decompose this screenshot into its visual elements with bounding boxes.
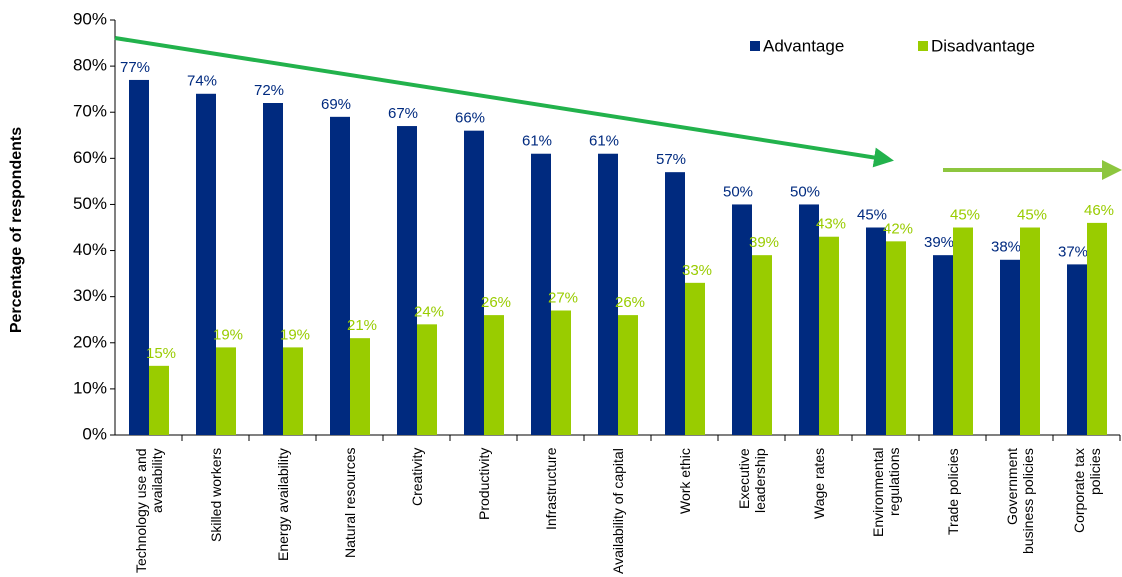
bar — [149, 365, 169, 435]
x-tick-label: Trade policies — [944, 448, 961, 535]
value-label: 19% — [280, 326, 310, 343]
x-tick-label: Creativity — [408, 448, 425, 507]
trend-arrow — [114, 36, 894, 168]
bar — [129, 79, 149, 435]
x-tick-label: Energy availability — [274, 448, 291, 561]
x-tick-label: Environmental regulations — [869, 448, 902, 538]
x-tick-label: Corporate tax policies — [1070, 448, 1103, 533]
value-label: 42% — [883, 220, 913, 237]
value-label: 45% — [857, 206, 887, 223]
value-label: 24% — [414, 303, 444, 320]
y-tick-label: 50% — [73, 194, 107, 213]
x-tick-label: Availability of capital — [609, 448, 626, 574]
bar — [1087, 222, 1107, 435]
bar — [397, 126, 417, 436]
value-label: 66% — [455, 110, 485, 127]
bar — [263, 103, 283, 435]
x-tick-label: Infrastructure — [542, 448, 559, 531]
y-tick-label: 70% — [73, 102, 107, 121]
value-label: 43% — [816, 216, 846, 233]
bar — [685, 282, 705, 435]
y-tick-label: 90% — [73, 9, 107, 28]
value-label: 38% — [991, 239, 1021, 256]
legend-swatch — [918, 41, 928, 51]
value-label: 39% — [924, 234, 954, 251]
bar — [484, 315, 504, 435]
y-tick-label: 10% — [73, 378, 107, 397]
value-label: 27% — [548, 289, 578, 306]
bar — [799, 204, 819, 435]
value-label: 21% — [347, 317, 377, 334]
legend-label: Advantage — [763, 36, 844, 55]
bar — [1067, 264, 1087, 435]
x-tick-label: Productivity — [475, 448, 492, 521]
bar — [216, 347, 236, 435]
bar — [819, 236, 839, 435]
bar — [953, 227, 973, 435]
bar — [551, 310, 571, 435]
x-tick-label: Government business policies — [1003, 448, 1036, 554]
bar — [732, 204, 752, 435]
value-label: 69% — [321, 96, 351, 113]
bar — [330, 116, 350, 435]
value-label: 37% — [1058, 243, 1088, 260]
value-label: 45% — [1017, 206, 1047, 223]
value-label: 50% — [790, 183, 820, 200]
bar — [665, 172, 685, 435]
y-tick-label: 80% — [73, 56, 107, 75]
y-axis-label: Percentage of respondents — [8, 127, 25, 333]
bar — [886, 241, 906, 435]
value-label: 77% — [120, 59, 150, 76]
bar — [1000, 259, 1020, 435]
x-tick-label: Natural resources — [341, 448, 358, 559]
value-label: 45% — [950, 206, 980, 223]
y-tick-label: 30% — [73, 286, 107, 305]
value-label: 61% — [522, 133, 552, 150]
value-label: 33% — [682, 262, 712, 279]
x-tick-label: Work ethic — [676, 448, 693, 514]
value-label: 72% — [254, 82, 284, 99]
value-label: 15% — [146, 345, 176, 362]
bar — [598, 153, 618, 435]
bar — [283, 347, 303, 435]
x-tick-label: Wage rates — [810, 448, 827, 520]
value-label: 50% — [723, 183, 753, 200]
bar — [866, 227, 886, 435]
bar — [933, 255, 953, 435]
bar — [350, 338, 370, 435]
bar — [196, 93, 216, 436]
value-label: 57% — [656, 151, 686, 168]
value-label: 39% — [749, 234, 779, 251]
x-tick-label: Executive leadership — [735, 448, 768, 513]
bar — [464, 130, 484, 435]
bar — [752, 255, 772, 435]
x-tick-label: Skilled workers — [207, 448, 224, 543]
y-tick-label: 0% — [82, 424, 107, 443]
y-tick-label: 20% — [73, 332, 107, 351]
y-tick-label: 60% — [73, 148, 107, 167]
value-label: 46% — [1084, 202, 1114, 219]
value-label: 26% — [481, 294, 511, 311]
value-label: 26% — [615, 294, 645, 311]
value-label: 19% — [213, 326, 243, 343]
bar — [1020, 227, 1040, 435]
legend-label: Disadvantage — [931, 36, 1035, 55]
bar — [417, 324, 437, 435]
value-label: 74% — [187, 73, 217, 90]
y-tick-label: 40% — [73, 240, 107, 259]
value-label: 67% — [388, 105, 418, 122]
bar — [618, 315, 638, 435]
bar — [531, 153, 551, 435]
value-label: 61% — [589, 133, 619, 150]
legend-swatch — [750, 41, 760, 51]
x-tick-label: Technology use and availability — [132, 448, 165, 573]
